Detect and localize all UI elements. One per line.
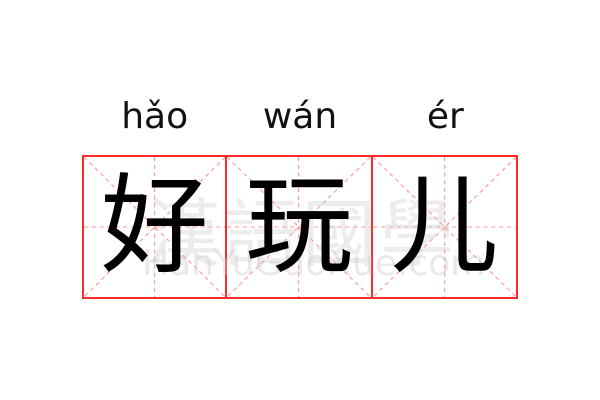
grid-guides xyxy=(372,157,516,297)
character-cell-2: 玩 xyxy=(227,155,373,299)
grid-guides xyxy=(84,157,226,297)
grid-guides xyxy=(227,157,371,297)
character-2: 玩 xyxy=(244,164,353,289)
pinyin-2: wán xyxy=(262,96,338,137)
character-cell-3: 儿 xyxy=(372,155,518,299)
pinyin-row: hǎo wán ér xyxy=(82,92,518,142)
pinyin-3: ér xyxy=(426,96,464,137)
character-grid: 漢語國學 HanYuGuoXue.com 好 玩 儿 xyxy=(82,155,518,299)
character-cell-1: 好 xyxy=(82,155,228,299)
character-3: 儿 xyxy=(390,164,499,289)
pinyin-1: hǎo xyxy=(121,96,189,137)
character-1: 好 xyxy=(100,164,209,289)
